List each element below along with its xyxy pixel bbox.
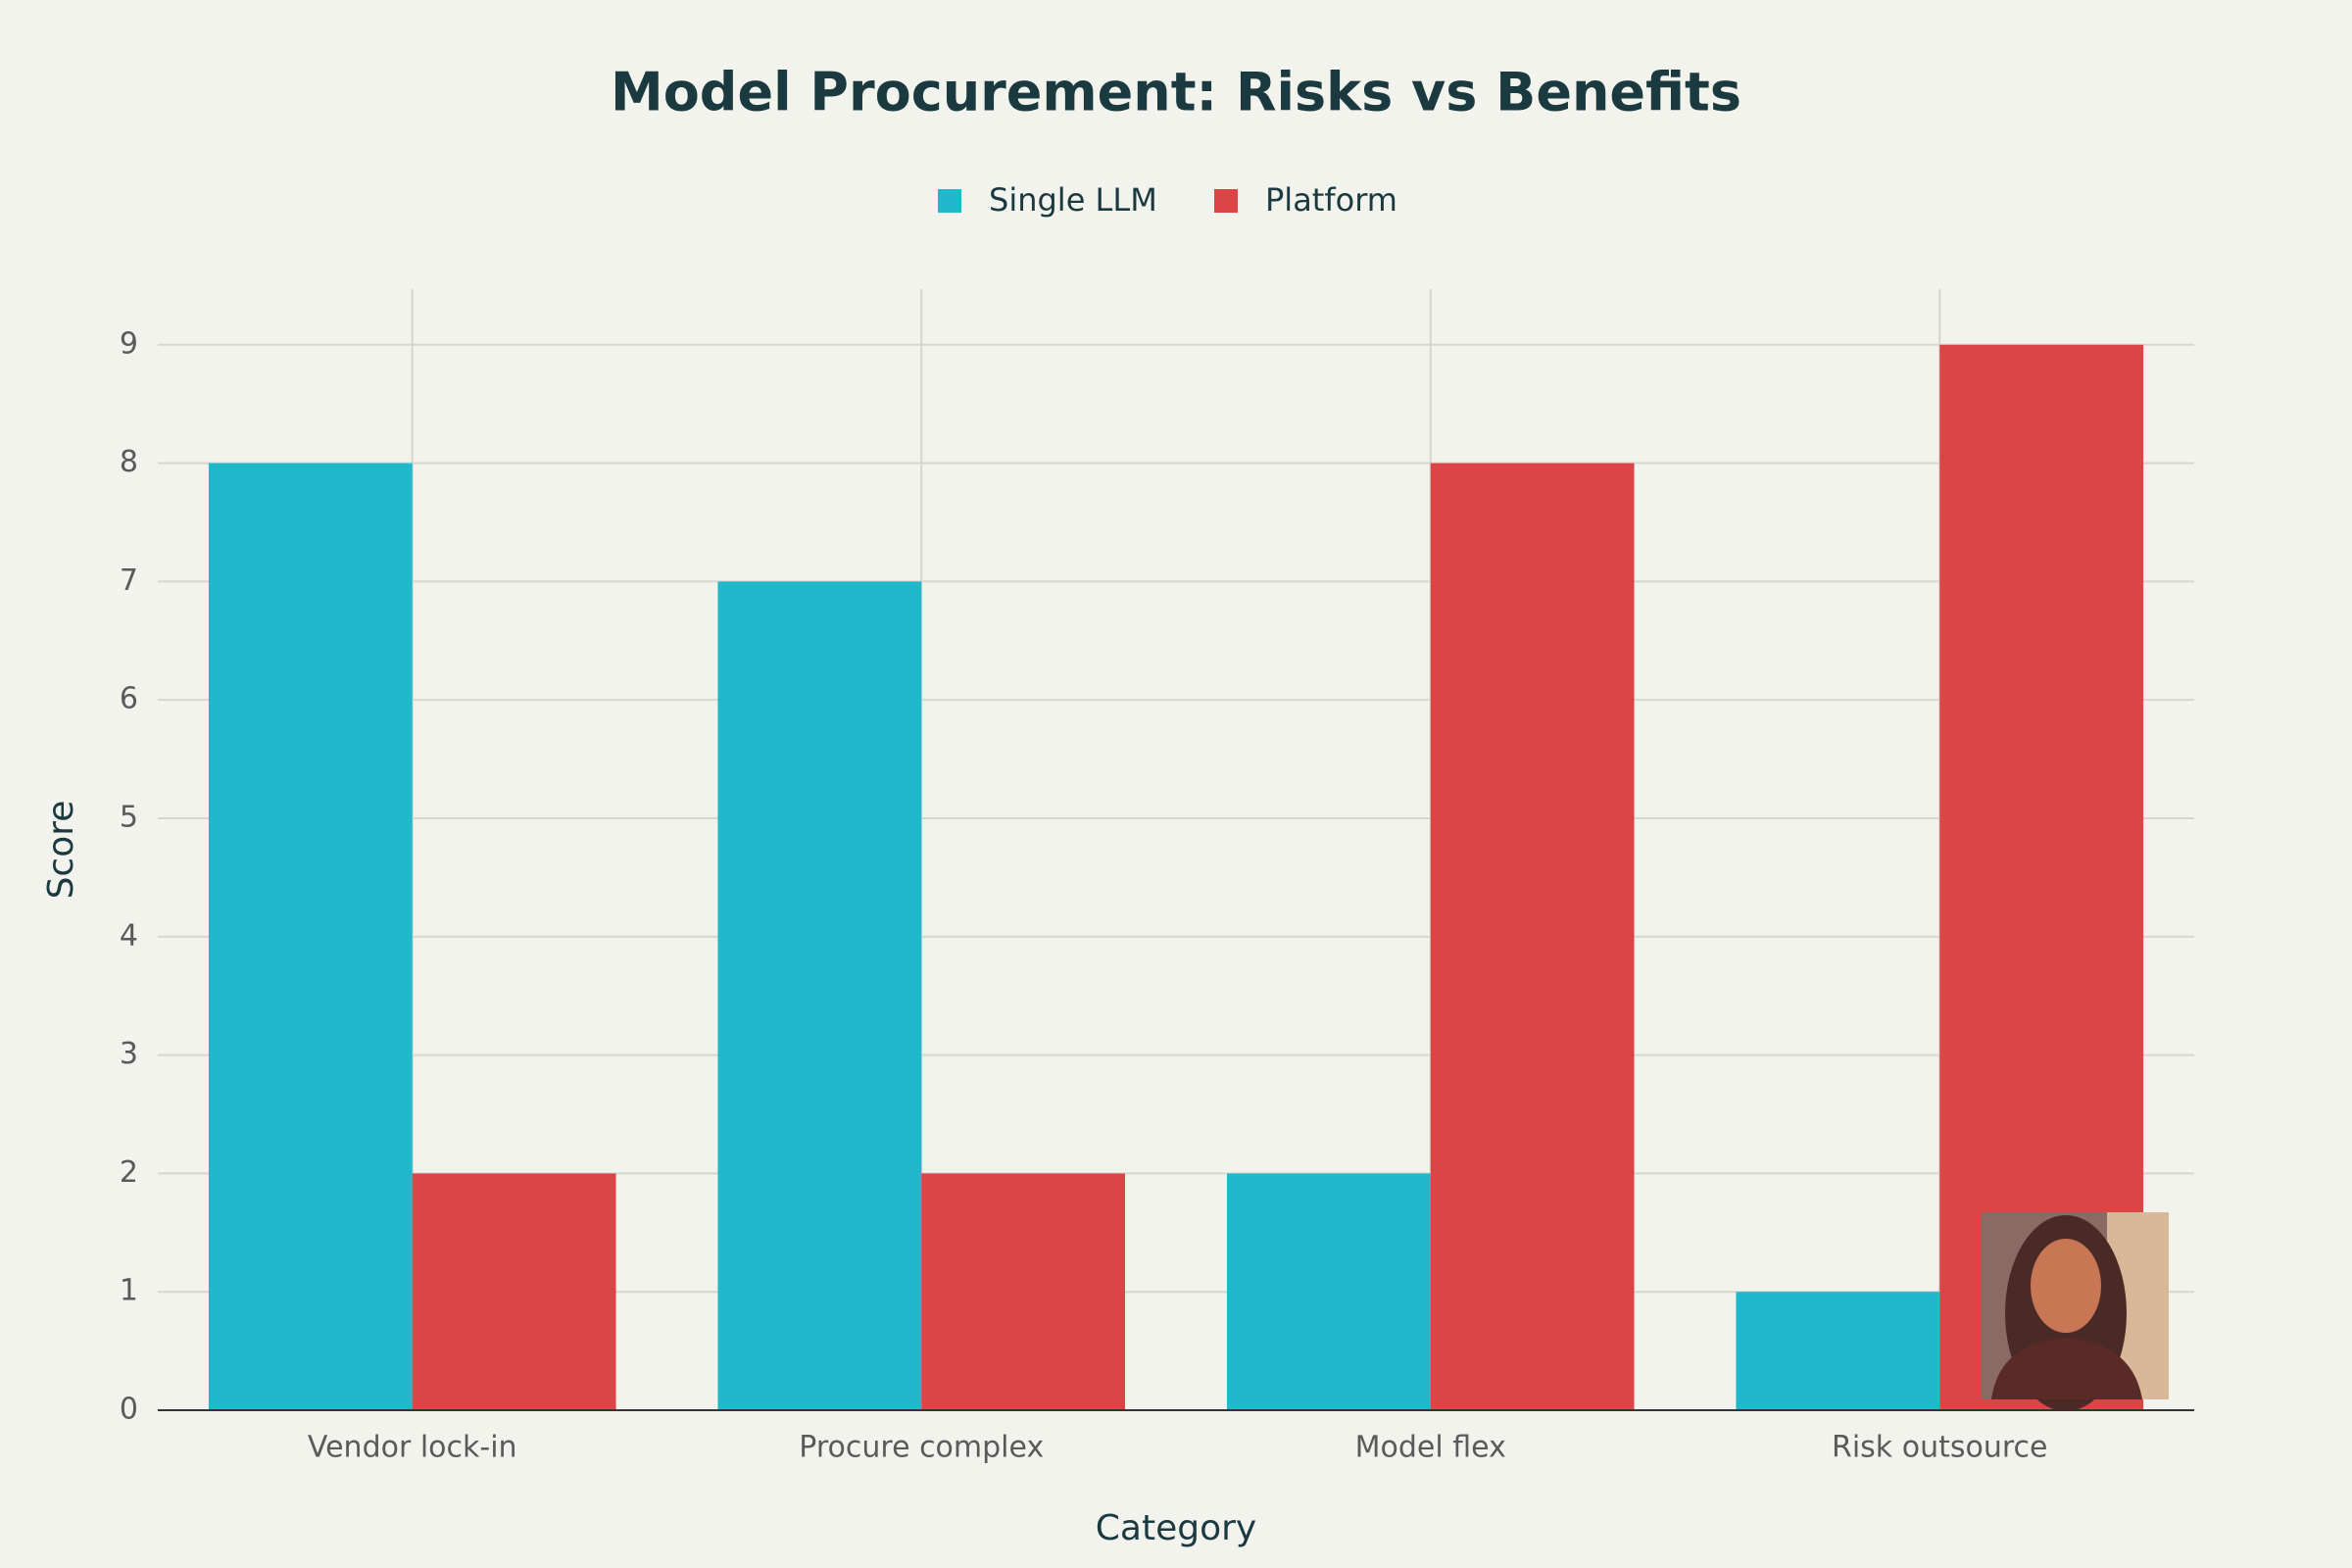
bar [208,463,413,1410]
x-tick-label: Risk outsource [1832,1431,2047,1465]
portrait-face [2031,1239,2101,1333]
portrait [1982,1212,2169,1411]
bar [921,1173,1126,1410]
bar [1736,1292,1940,1410]
y-tick-label: 3 [120,1037,138,1071]
legend-swatch [1214,189,1238,213]
y-tick-label: 8 [120,445,138,479]
bar [412,1173,616,1410]
x-tick-label: Model flex [1355,1431,1506,1465]
y-tick-label: 9 [120,326,138,361]
portrait-body [1991,1338,2142,1399]
legend-swatch [938,189,961,213]
y-tick-label: 1 [120,1274,138,1308]
chart-title: Model Procurement: Risks vs Benefits [611,62,1741,123]
x-tick-label: Procure complex [799,1431,1044,1465]
bar [1430,463,1635,1410]
y-tick-label: 6 [120,682,138,716]
x-axis-label: Category [1096,1508,1256,1548]
y-axis-label: Score [41,801,81,900]
y-tick-label: 5 [120,800,138,834]
legend-label: Platform [1265,181,1397,219]
y-tick-label: 0 [120,1393,138,1427]
y-tick-label: 7 [120,564,138,598]
bar [717,581,922,1410]
plot: 0 1 2 3 4 5 6 7 8 9 Vendor lock-in Procure complex M… [120,181,2194,1465]
y-tick-label: 4 [120,918,138,953]
y-tick-label: 2 [120,1155,138,1190]
x-tick-label: Vendor lock-in [308,1431,517,1465]
legend-label: Single LLM [989,181,1157,219]
legend: Single LLM Platform [938,181,1397,219]
bar [1226,1173,1431,1410]
